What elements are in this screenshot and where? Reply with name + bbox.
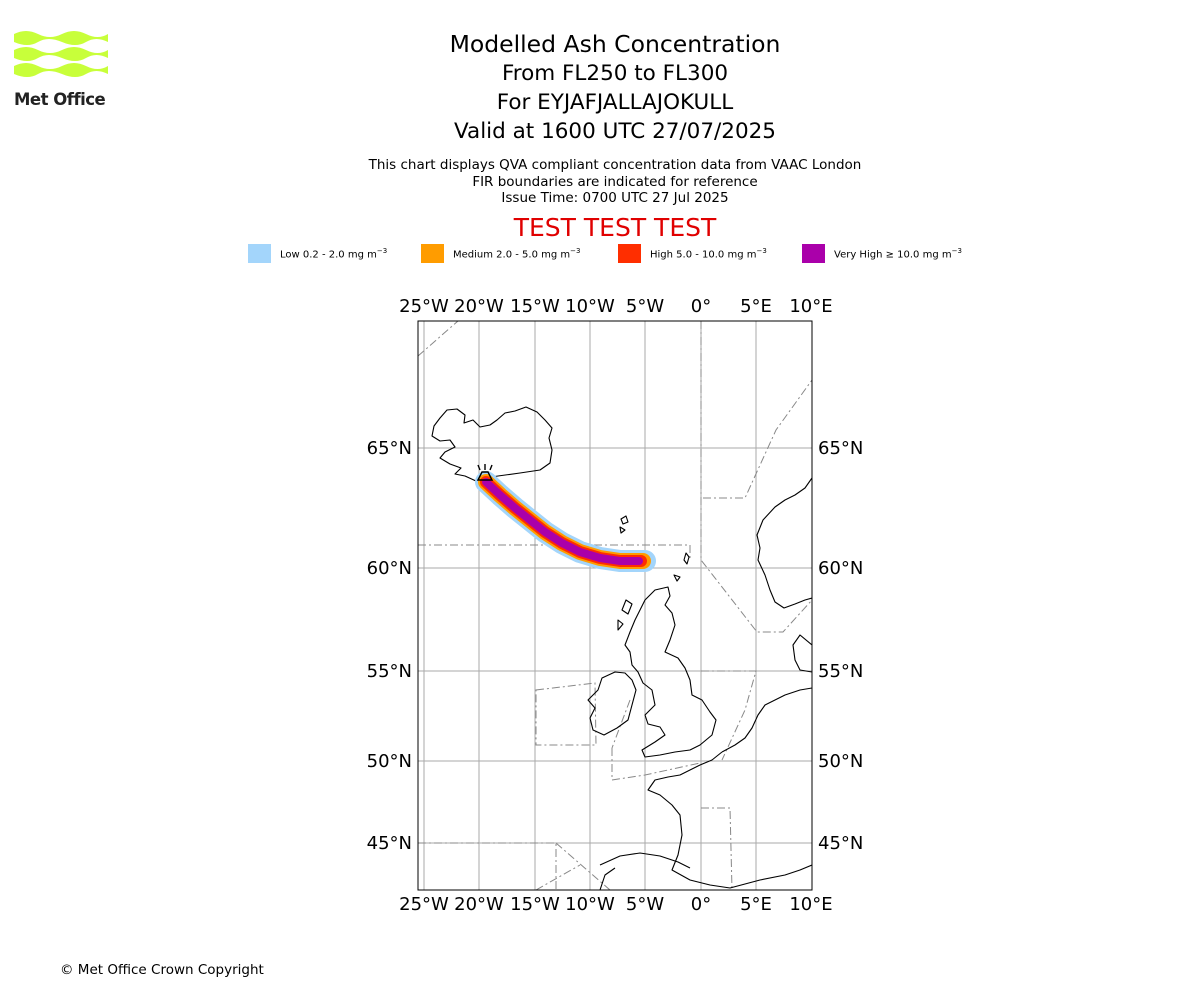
legend-label-medium: Medium 2.0 - 5.0 mg m — [453, 249, 571, 261]
volcano-icon — [476, 464, 494, 481]
legend-label-low: Low 0.2 - 2.0 mg m — [280, 249, 377, 261]
issue-time: Issue Time: 0700 UTC 27 Jul 2025 — [501, 190, 729, 206]
chart-description: This chart displays QVA compliant concen… — [315, 157, 915, 207]
description-line-1: This chart displays QVA compliant concen… — [368, 157, 862, 173]
lon-tick-label: 10°E — [789, 296, 832, 317]
valid-time: Valid at 1600 UTC 27/07/2025 — [453, 119, 776, 144]
logo-wordmark: Met Office — [14, 90, 106, 109]
legend-item-low: Low 0.2 - 2.0 mg m−3 — [248, 244, 387, 263]
chart-title: Modelled Ash Concentration — [449, 30, 781, 58]
lat-ticks-right: 65°N 60°N 55°N 50°N 45°N — [818, 438, 863, 854]
legend-item-very-high: Very High ≥ 10.0 mg m−3 — [802, 244, 962, 263]
lon-tick-label: 0° — [691, 296, 711, 317]
plume-very-high — [482, 478, 643, 565]
lon-tick-label: 5°E — [740, 894, 772, 915]
lat-ticks-left: 65°N 60°N 55°N 50°N 45°N — [367, 438, 412, 854]
lon-tick-label: 10°W — [565, 296, 615, 317]
lon-ticks-bottom: 25°W 20°W 15°W 10°W 5°W 0° 5°E 10°E — [399, 894, 832, 915]
legend-swatch-high — [618, 244, 641, 263]
lon-tick-label: 25°W — [399, 894, 449, 915]
met-office-wave-icon — [14, 31, 108, 77]
lat-tick-label: 60°N — [367, 558, 412, 579]
volcano-name: For EYJAFJALLAJOKULL — [496, 90, 734, 115]
lat-tick-label: 50°N — [367, 751, 412, 772]
lat-tick-label: 65°N — [367, 438, 412, 459]
legend-label-very-high: Very High ≥ 10.0 mg m — [834, 249, 952, 261]
lat-tick-label: 45°N — [818, 833, 863, 854]
lon-tick-label: 15°W — [510, 296, 560, 317]
lon-tick-label: 25°W — [399, 296, 449, 317]
lon-tick-label: 0° — [691, 894, 711, 915]
lon-tick-label: 10°E — [789, 894, 832, 915]
lon-tick-label: 5°E — [740, 296, 772, 317]
lat-tick-label: 55°N — [367, 661, 412, 682]
graticule — [418, 321, 812, 890]
legend-label-high: High 5.0 - 10.0 mg m — [650, 249, 757, 261]
lat-tick-label: 45°N — [367, 833, 412, 854]
lon-tick-label: 20°W — [454, 296, 504, 317]
copyright-notice: © Met Office Crown Copyright — [60, 962, 264, 978]
lat-tick-label: 50°N — [818, 751, 863, 772]
met-office-logo: Met Office — [14, 28, 108, 112]
coastlines — [431, 406, 812, 890]
ash-plume — [475, 471, 656, 572]
lat-tick-label: 60°N — [818, 558, 863, 579]
test-banner: TEST TEST TEST — [513, 213, 717, 242]
legend-swatch-medium — [421, 244, 444, 263]
map-frame — [418, 321, 812, 890]
lon-tick-label: 15°W — [510, 894, 560, 915]
lat-tick-label: 55°N — [818, 661, 863, 682]
fir-boundaries — [418, 321, 812, 890]
description-line-2: FIR boundaries are indicated for referen… — [472, 173, 758, 190]
legend-swatch-low — [248, 244, 271, 263]
lon-tick-label: 5°W — [626, 894, 664, 915]
legend-item-high: High 5.0 - 10.0 mg m−3 — [618, 244, 767, 263]
chart-titles: Modelled Ash Concentration From FL250 to… — [315, 30, 915, 146]
lon-tick-label: 20°W — [454, 894, 504, 915]
lon-ticks-top: 25°W 20°W 15°W 10°W 5°W 0° 5°E 10°E — [399, 296, 832, 317]
lon-tick-label: 5°W — [626, 296, 664, 317]
legend-swatch-very-high — [802, 244, 825, 263]
lat-tick-label: 65°N — [818, 438, 863, 459]
lon-tick-label: 10°W — [565, 894, 615, 915]
legend-item-medium: Medium 2.0 - 5.0 mg m−3 — [421, 244, 580, 263]
flight-level-range: From FL250 to FL300 — [501, 61, 729, 86]
